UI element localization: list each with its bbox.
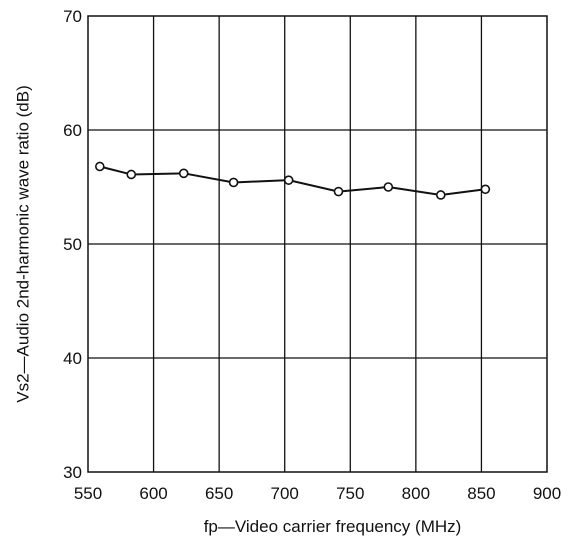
x-tick-labels: 550 600 650 700 750 800 850 900 [74, 484, 561, 503]
plot-frame [87, 15, 548, 473]
x-axis-label: fp—Video carrier frequency (MHz) [204, 517, 462, 536]
x-tick-label: 850 [467, 484, 495, 503]
data-series [95, 161, 491, 200]
data-point [480, 184, 491, 195]
x-tick-label: 600 [139, 484, 167, 503]
y-tick-label: 50 [63, 235, 82, 254]
y-tick-label: 60 [63, 121, 82, 140]
y-axis-label: Vs2—Audio 2nd-harmonic wave ratio (dB) [13, 85, 32, 402]
x-tick-label: 800 [402, 484, 430, 503]
x-tick-label: 700 [271, 484, 299, 503]
data-point [95, 161, 105, 172]
y-tick-label: 40 [63, 349, 82, 368]
x-tick-label: 650 [205, 484, 233, 503]
data-point [126, 169, 137, 180]
y-tick-label: 70 [63, 7, 82, 26]
y-tick-label: 30 [63, 463, 82, 482]
data-point [228, 177, 239, 188]
grid-lines [88, 16, 547, 472]
x-tick-label: 750 [336, 484, 364, 503]
data-point [283, 175, 294, 185]
data-point [333, 186, 344, 197]
x-tick-label: 550 [74, 484, 102, 503]
y-tick-labels: 30 40 50 60 70 [63, 7, 82, 482]
x-tick-label: 900 [533, 484, 561, 503]
data-point [435, 190, 446, 200]
data-point [383, 182, 394, 192]
data-point [178, 168, 189, 179]
